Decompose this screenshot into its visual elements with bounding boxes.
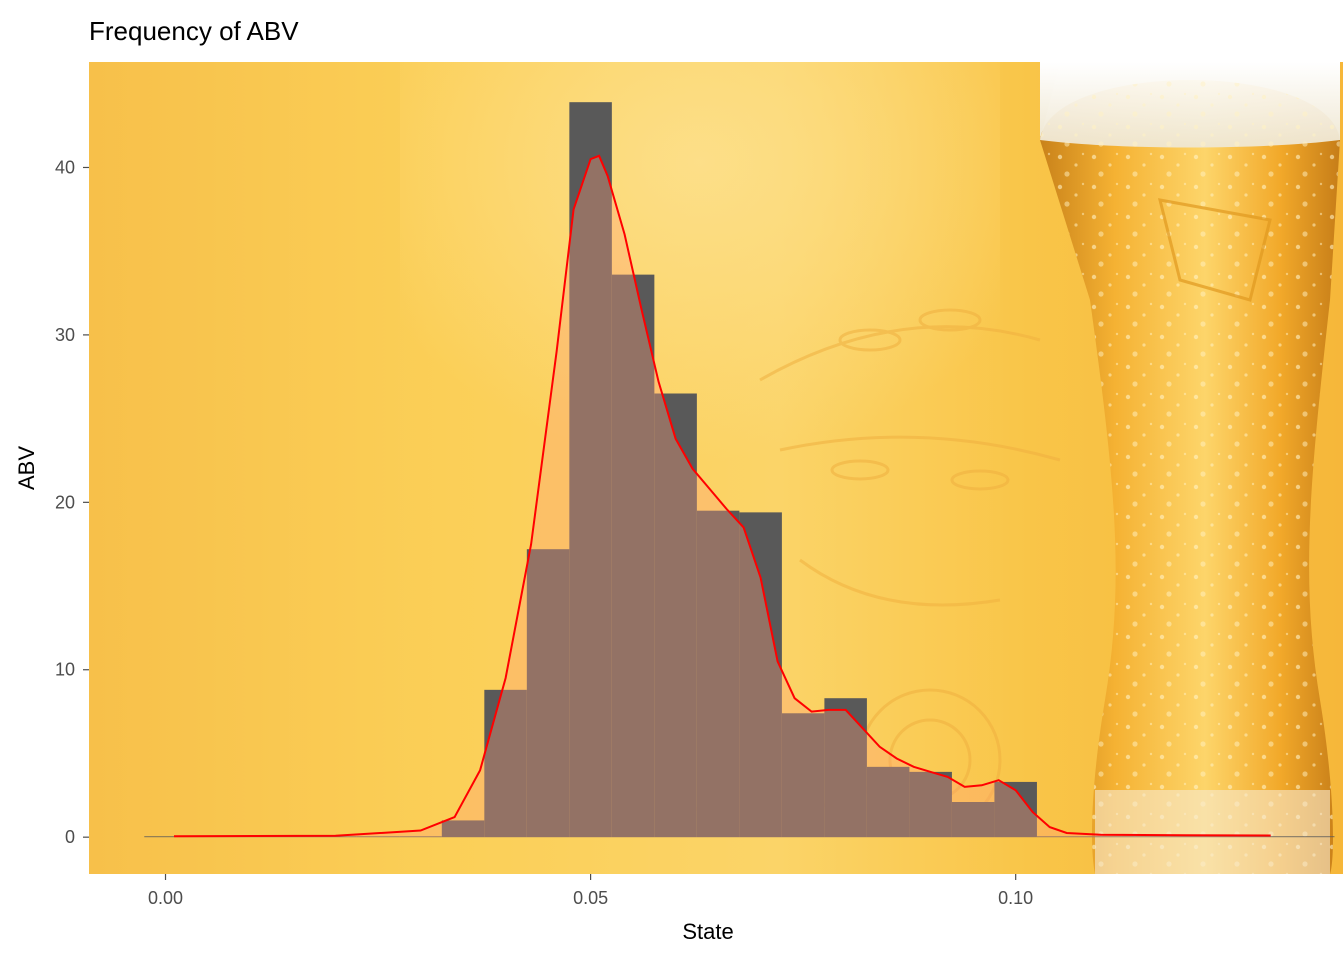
y-axis: 0 10 20 30 40 (55, 157, 89, 847)
y-tick-label: 0 (65, 827, 75, 847)
y-tick-label: 30 (55, 325, 75, 345)
x-tick-label: 0.10 (998, 888, 1033, 908)
y-tick-label: 20 (55, 492, 75, 512)
chart-title: Frequency of ABV (89, 16, 299, 46)
x-axis-title: State (682, 919, 733, 944)
x-axis: 0.00 0.05 0.10 (148, 874, 1033, 908)
x-tick-label: 0.05 (573, 888, 608, 908)
histogram-bar (1292, 836, 1335, 837)
y-tick-label: 10 (55, 660, 75, 680)
y-tick-label: 40 (55, 157, 75, 177)
y-axis-title: ABV (14, 446, 39, 490)
x-tick-label: 0.00 (148, 888, 183, 908)
